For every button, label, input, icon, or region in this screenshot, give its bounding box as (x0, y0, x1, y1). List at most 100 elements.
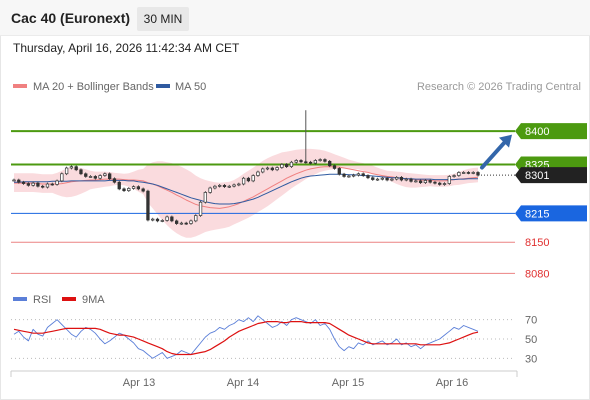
candle-body (98, 175, 102, 179)
candle-body (361, 173, 365, 176)
candle-body (79, 169, 83, 175)
candle-body (275, 167, 279, 171)
candle-body (170, 216, 174, 222)
candle-body (93, 176, 97, 179)
candle-body (423, 180, 428, 184)
candle-body (55, 180, 59, 185)
rsi-tick-70: 70 (525, 315, 537, 327)
candle-body (375, 178, 380, 181)
candle-body (31, 182, 35, 186)
candle-body (289, 161, 294, 168)
legend-9ma-swatch (62, 297, 76, 301)
candle-body (404, 178, 408, 181)
candle-body (74, 166, 78, 171)
price-tag-label-8150: 8150 (525, 237, 549, 249)
candle-body (136, 186, 141, 190)
candle-body (198, 201, 203, 216)
trend-arrow-shaft (480, 137, 509, 170)
candle-body (261, 168, 265, 173)
candle-body (17, 179, 21, 183)
candle-body (117, 181, 121, 190)
candle-body (323, 159, 327, 162)
price-tag-label-8215: 8215 (525, 208, 549, 220)
price-tag-label-8301: 8301 (525, 170, 549, 182)
header-bar: Cac 40 (Euronext) 30 MIN (0, 0, 590, 36)
copyright-text: Research © 2026 Trading Central (417, 81, 581, 93)
candle-body (438, 182, 442, 185)
x-tick-apr-15: Apr 15 (332, 377, 364, 389)
candle-body (442, 183, 447, 185)
candle-body (12, 179, 16, 182)
candle-body (88, 176, 93, 178)
candle-body (112, 178, 117, 183)
x-tick-apr-14: Apr 14 (227, 377, 259, 389)
candle-body (208, 187, 212, 193)
candle-body (342, 173, 346, 177)
candle-body (103, 173, 107, 176)
candle-body (328, 160, 332, 167)
candle-body (184, 222, 188, 225)
candle-body (189, 220, 193, 224)
legend-rsi-label: RSI (33, 294, 51, 306)
candle-body (313, 160, 318, 164)
candle-body (165, 216, 169, 221)
candle-body (69, 166, 74, 169)
price-tag-label-8400: 8400 (525, 126, 549, 138)
candle-body (213, 185, 217, 189)
candle-body (241, 177, 246, 185)
rsi-ma-line (13, 321, 479, 356)
candle-body (471, 172, 475, 174)
candle-body (218, 184, 222, 187)
candle-body (285, 164, 289, 168)
candle-body (366, 175, 370, 179)
candle-body (108, 173, 112, 180)
candle-body (347, 175, 351, 178)
candle-body (122, 188, 126, 192)
candle-body (251, 175, 255, 182)
candle-body (270, 167, 274, 171)
candle-body (174, 220, 179, 224)
bollinger-band-area (14, 148, 478, 238)
candle-body (318, 159, 322, 161)
candle-body (203, 192, 207, 203)
timestamp: Thursday, April 16, 2026 11:42:34 AM CET (13, 41, 240, 55)
candle-body (414, 180, 418, 183)
candle-body (151, 218, 155, 221)
x-tick-apr-16: Apr 16 (436, 377, 468, 389)
legend-ma20-label: MA 20 + Bollinger Bands (33, 81, 154, 93)
rsi-tick-30: 30 (525, 353, 537, 365)
candle-body (84, 173, 88, 177)
candle-body (146, 190, 150, 221)
candle-body (64, 167, 69, 175)
price-tag-label-8080: 8080 (525, 268, 549, 280)
candle-body (45, 183, 50, 188)
candle-body (294, 160, 298, 163)
candle-body (141, 188, 145, 192)
candle-body (457, 172, 461, 176)
candle-body (409, 178, 413, 182)
rsi-tick-50: 50 (525, 334, 537, 346)
candle-body (36, 182, 40, 187)
candle-body (222, 184, 227, 188)
candle-body (131, 186, 136, 189)
candle-body (466, 172, 471, 174)
candle-body (371, 177, 375, 180)
candle-body (461, 172, 466, 174)
legend-ma50-swatch (156, 84, 170, 88)
candle-body (237, 183, 241, 186)
price-tag-8400 (515, 123, 587, 140)
price-tag-8215 (515, 205, 587, 222)
legend-rsi-swatch (13, 297, 27, 301)
candle-body (356, 173, 361, 176)
candle-body (351, 174, 356, 177)
candle-body (390, 178, 394, 181)
candle-body (337, 168, 341, 175)
candle-body (21, 181, 26, 184)
candle-body (160, 220, 164, 222)
candle-body (232, 184, 236, 187)
candle-body (246, 177, 251, 182)
interval-button[interactable]: 30 MIN (137, 7, 189, 31)
legend-9ma-label: 9MA (82, 294, 105, 306)
x-tick-apr-13: Apr 13 (123, 377, 155, 389)
